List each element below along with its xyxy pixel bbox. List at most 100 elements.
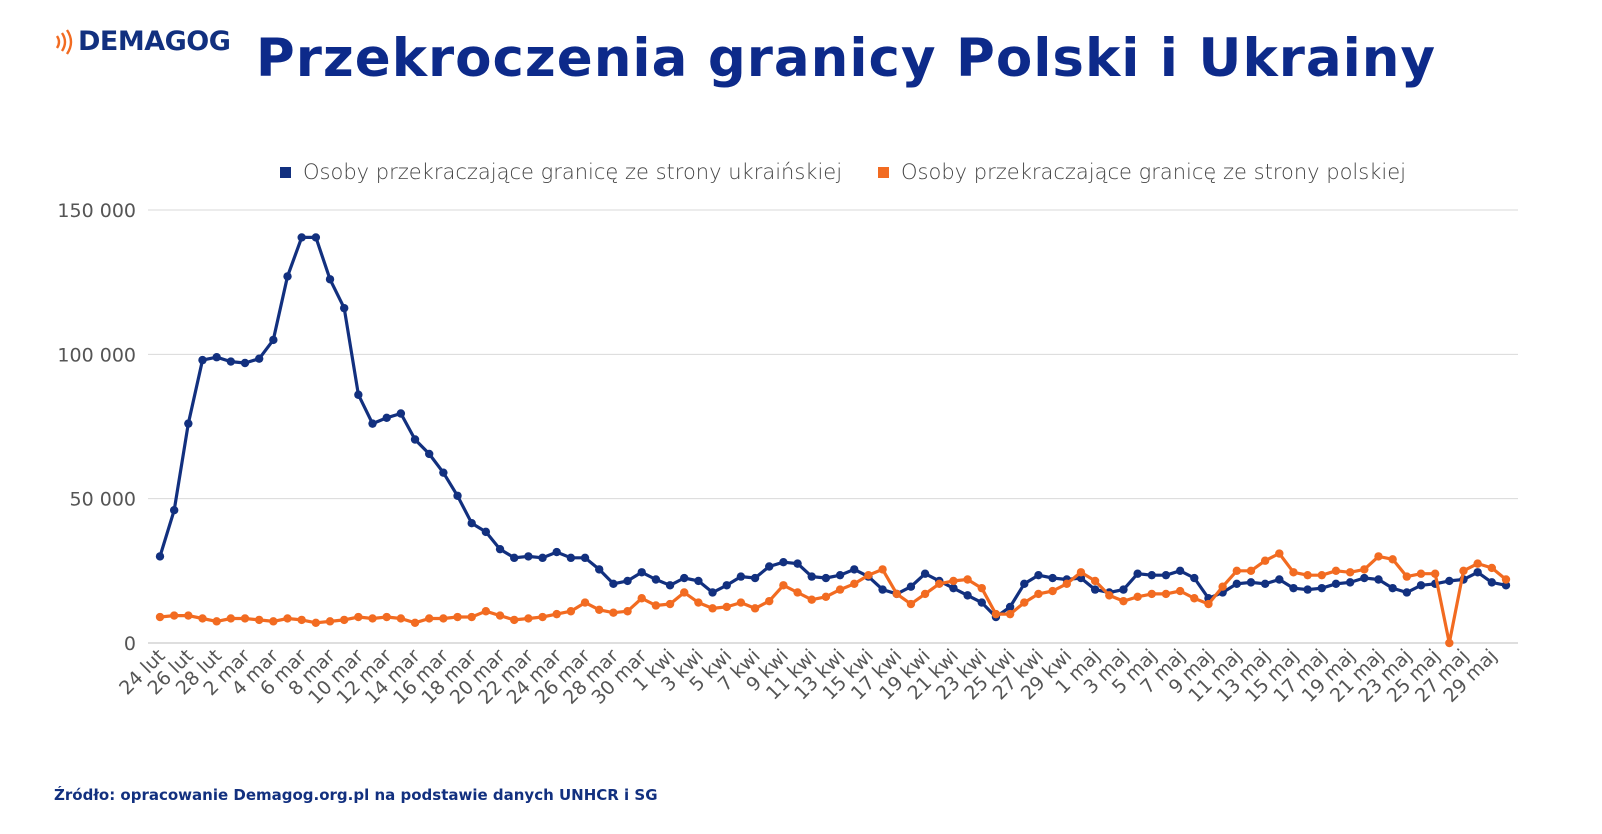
y-tick-label: 50 000	[70, 489, 136, 511]
data-point-ukrainian	[1048, 573, 1057, 583]
data-point-ukrainian	[240, 358, 250, 368]
data-point-ukrainian	[552, 547, 561, 557]
legend-swatch-ukrainian	[280, 166, 291, 178]
data-point-ukrainian	[396, 409, 406, 418]
data-point-ukrainian	[878, 585, 887, 594]
data-point-ukrainian	[779, 557, 788, 567]
data-point-ukrainian	[354, 390, 363, 399]
data-point-ukrainian	[665, 581, 675, 590]
chart-legend: Osoby przekraczające granicę ze strony u…	[280, 160, 1406, 184]
data-point-ukrainian	[1487, 578, 1497, 587]
data-point-ukrainian	[495, 544, 505, 554]
data-point-polish	[1204, 599, 1213, 609]
y-tick-label: 150 000	[57, 200, 136, 222]
data-point-polish	[637, 594, 646, 603]
data-point-polish	[949, 576, 958, 586]
data-point-ukrainian	[1402, 588, 1412, 597]
data-point-ukrainian	[1260, 579, 1270, 589]
data-point-ukrainian	[1345, 578, 1355, 587]
data-point-polish	[1303, 570, 1312, 580]
data-point-polish	[1416, 569, 1426, 578]
data-point-ukrainian	[1374, 575, 1383, 584]
demagog-logo[interactable]: DEMAGOG	[54, 26, 231, 57]
data-point-ukrainian	[155, 552, 165, 561]
data-point-ukrainian	[1232, 579, 1242, 589]
data-point-ukrainian	[835, 570, 845, 580]
data-point-polish	[1501, 575, 1511, 584]
data-point-ukrainian	[368, 419, 377, 428]
data-point-polish	[1246, 566, 1256, 576]
data-point-polish	[1175, 586, 1185, 596]
data-point-polish	[977, 583, 986, 593]
data-point-ukrainian	[184, 419, 193, 428]
data-point-polish	[1260, 556, 1270, 565]
data-point-polish	[1232, 566, 1242, 576]
data-point-ukrainian	[1317, 583, 1327, 593]
data-point-ukrainian	[850, 565, 859, 574]
data-point-ukrainian	[297, 233, 306, 242]
data-point-ukrainian	[1161, 570, 1171, 580]
data-point-polish	[1473, 559, 1482, 568]
source-note: Źródło: opracowanie Demagog.org.pl na po…	[54, 786, 658, 804]
data-point-polish	[892, 589, 901, 599]
data-point-polish	[750, 604, 760, 613]
data-point-ukrainian	[637, 568, 646, 577]
data-point-ukrainian	[198, 355, 207, 365]
data-point-polish	[708, 604, 717, 613]
data-point-ukrainian	[1331, 579, 1341, 589]
data-point-polish	[722, 602, 731, 612]
data-point-ukrainian	[765, 562, 774, 571]
y-tick-label: 0	[124, 633, 136, 655]
data-point-polish	[396, 614, 406, 623]
data-point-ukrainian	[254, 354, 264, 363]
data-point-ukrainian	[949, 583, 958, 593]
data-point-ukrainian	[920, 569, 930, 578]
data-point-ukrainian	[1473, 568, 1482, 577]
data-point-ukrainian	[1005, 602, 1015, 612]
data-point-polish	[623, 607, 632, 616]
data-point-polish	[1133, 592, 1142, 602]
data-point-polish	[793, 588, 802, 597]
data-point-ukrainian	[722, 581, 731, 590]
data-point-polish	[155, 612, 165, 622]
series-line-polish	[159, 551, 1508, 645]
data-point-ukrainian	[1133, 569, 1142, 578]
series-line-ukrainian	[158, 235, 1507, 619]
data-point-ukrainian	[1175, 566, 1185, 576]
data-point-polish	[906, 599, 916, 609]
data-point-polish	[694, 598, 703, 607]
data-point-polish	[1388, 555, 1397, 564]
data-point-ukrainian	[1445, 576, 1454, 586]
data-point-polish	[538, 612, 547, 622]
data-point-ukrainian	[566, 553, 576, 563]
data-point-ukrainian	[169, 506, 179, 515]
data-point-ukrainian	[1303, 585, 1312, 594]
data-point-ukrainian	[977, 598, 986, 607]
data-point-ukrainian	[1020, 579, 1029, 589]
legend-swatch-polish	[878, 166, 890, 178]
data-point-ukrainian	[1275, 575, 1284, 584]
data-point-polish	[382, 612, 391, 622]
data-point-polish	[651, 601, 661, 610]
data-point-polish	[1218, 582, 1227, 591]
data-point-polish	[325, 617, 335, 626]
signal-waves-icon	[55, 28, 73, 55]
data-point-ukrainian	[793, 559, 802, 568]
data-point-ukrainian	[906, 582, 916, 591]
data-point-polish	[1374, 552, 1383, 561]
data-point-ukrainian	[212, 353, 221, 362]
data-point-polish	[935, 579, 944, 589]
data-point-polish	[467, 612, 476, 622]
data-point-ukrainian	[269, 335, 278, 345]
data-point-polish	[1020, 598, 1029, 607]
data-point-polish	[878, 565, 887, 574]
data-point-polish	[850, 579, 859, 589]
data-point-polish	[311, 618, 321, 627]
data-point-polish	[510, 615, 519, 625]
data-point-polish	[835, 585, 845, 594]
data-point-polish	[1161, 589, 1171, 599]
data-point-polish	[481, 607, 491, 616]
legend-item-ukrainian[interactable]: Osoby przekraczające granicę ze strony u…	[280, 160, 842, 184]
legend-item-polish[interactable]: Osoby przekraczające granicę ze strony p…	[878, 160, 1406, 184]
